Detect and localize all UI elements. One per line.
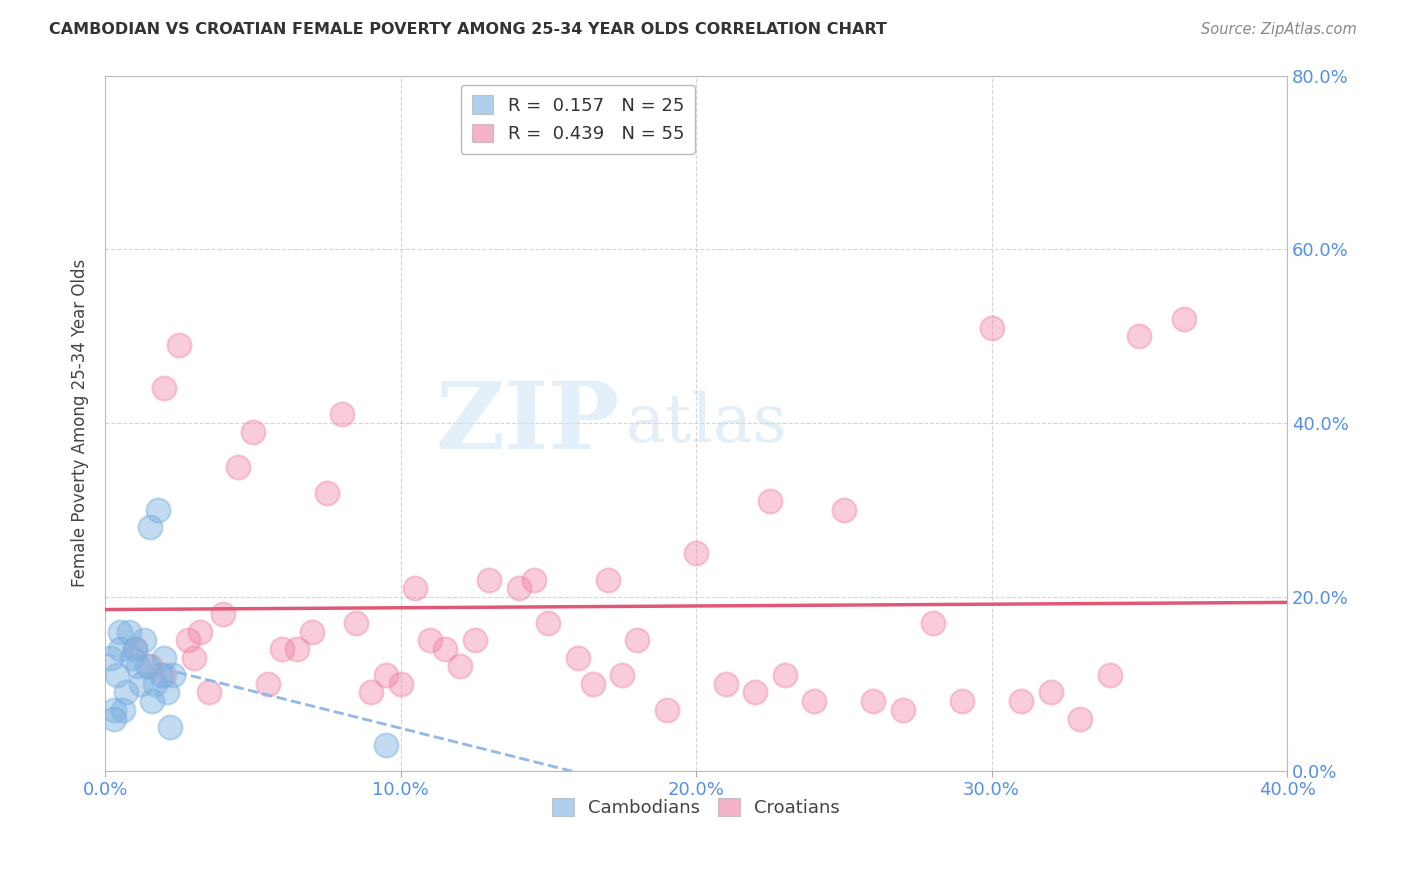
Point bbox=[744, 685, 766, 699]
Point bbox=[1128, 329, 1150, 343]
Point bbox=[374, 668, 396, 682]
Text: CAMBODIAN VS CROATIAN FEMALE POVERTY AMONG 25-34 YEAR OLDS CORRELATION CHART: CAMBODIAN VS CROATIAN FEMALE POVERTY AMO… bbox=[49, 22, 887, 37]
Point bbox=[685, 546, 707, 560]
Point bbox=[271, 642, 294, 657]
Point bbox=[188, 624, 211, 639]
Point bbox=[389, 677, 412, 691]
Point bbox=[138, 520, 160, 534]
Point bbox=[127, 659, 149, 673]
Point bbox=[1173, 311, 1195, 326]
Point bbox=[167, 338, 190, 352]
Point bbox=[256, 677, 278, 691]
Point bbox=[153, 381, 176, 395]
Point bbox=[153, 650, 176, 665]
Point bbox=[1098, 668, 1121, 682]
Point bbox=[141, 694, 163, 708]
Point bbox=[374, 738, 396, 752]
Point bbox=[360, 685, 382, 699]
Point bbox=[183, 650, 205, 665]
Point bbox=[108, 624, 131, 639]
Point bbox=[344, 615, 367, 630]
Point bbox=[108, 642, 131, 657]
Point bbox=[626, 633, 648, 648]
Point bbox=[508, 581, 530, 595]
Point bbox=[118, 624, 141, 639]
Point bbox=[100, 650, 122, 665]
Point bbox=[773, 668, 796, 682]
Point bbox=[138, 659, 160, 673]
Point bbox=[523, 573, 546, 587]
Point bbox=[285, 642, 308, 657]
Point bbox=[449, 659, 471, 673]
Point bbox=[135, 659, 157, 673]
Point bbox=[832, 503, 855, 517]
Point bbox=[177, 633, 200, 648]
Point bbox=[162, 668, 184, 682]
Point bbox=[103, 703, 125, 717]
Point bbox=[980, 320, 1002, 334]
Text: atlas: atlas bbox=[626, 391, 787, 456]
Point bbox=[950, 694, 973, 708]
Point bbox=[759, 494, 782, 508]
Point bbox=[156, 685, 179, 699]
Point bbox=[153, 668, 176, 682]
Point bbox=[419, 633, 441, 648]
Point bbox=[478, 573, 501, 587]
Point bbox=[301, 624, 323, 639]
Point bbox=[145, 677, 167, 691]
Text: ZIP: ZIP bbox=[434, 378, 619, 468]
Point bbox=[103, 712, 125, 726]
Point bbox=[197, 685, 219, 699]
Point bbox=[655, 703, 678, 717]
Point bbox=[132, 633, 155, 648]
Point bbox=[582, 677, 605, 691]
Point bbox=[404, 581, 426, 595]
Point bbox=[921, 615, 943, 630]
Point bbox=[596, 573, 619, 587]
Point bbox=[1069, 712, 1091, 726]
Point bbox=[330, 408, 353, 422]
Point bbox=[124, 642, 146, 657]
Point bbox=[148, 503, 170, 517]
Point bbox=[150, 668, 173, 682]
Text: Source: ZipAtlas.com: Source: ZipAtlas.com bbox=[1201, 22, 1357, 37]
Point bbox=[212, 607, 235, 622]
Point bbox=[105, 668, 128, 682]
Point bbox=[464, 633, 486, 648]
Point bbox=[124, 642, 146, 657]
Point bbox=[537, 615, 560, 630]
Point bbox=[159, 720, 181, 734]
Point bbox=[803, 694, 825, 708]
Legend: Cambodians, Croatians: Cambodians, Croatians bbox=[546, 790, 848, 824]
Point bbox=[121, 650, 143, 665]
Point bbox=[111, 703, 134, 717]
Point bbox=[714, 677, 737, 691]
Point bbox=[226, 459, 249, 474]
Point bbox=[115, 685, 138, 699]
Point bbox=[1039, 685, 1062, 699]
Point bbox=[862, 694, 884, 708]
Point bbox=[129, 677, 152, 691]
Point bbox=[242, 425, 264, 439]
Point bbox=[1010, 694, 1032, 708]
Y-axis label: Female Poverty Among 25-34 Year Olds: Female Poverty Among 25-34 Year Olds bbox=[72, 259, 89, 587]
Point bbox=[434, 642, 457, 657]
Point bbox=[567, 650, 589, 665]
Point bbox=[612, 668, 634, 682]
Point bbox=[891, 703, 914, 717]
Point bbox=[315, 485, 337, 500]
